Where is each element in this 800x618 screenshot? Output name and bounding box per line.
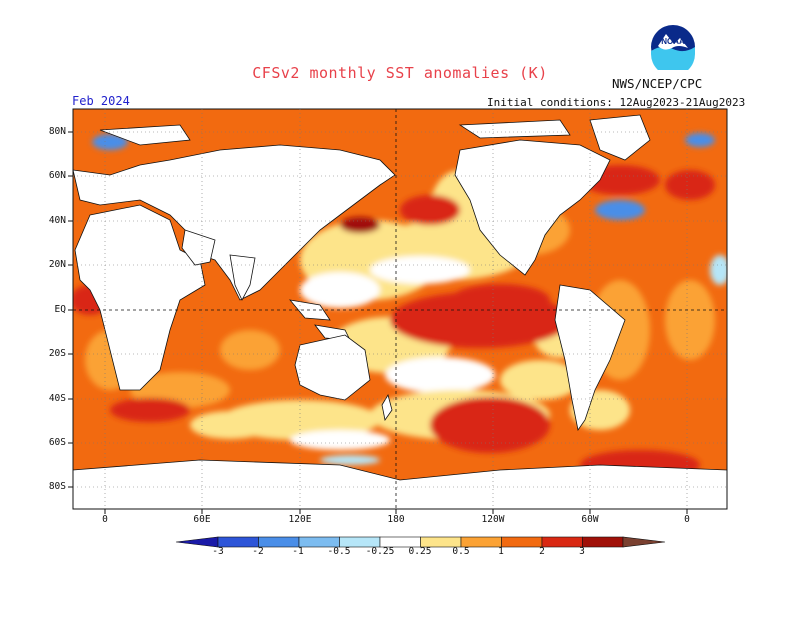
map-frame [72,108,728,510]
colorbar-tick-label: -0.5 [327,546,351,557]
lon-label: 60E [193,514,211,525]
colorbar-tick-label: -2 [252,546,264,557]
colorbar-tick-label: -0.25 [365,546,395,557]
lat-label: EQ [54,304,66,315]
svg-text:NOAA: NOAA [661,37,685,46]
agency-label: NWS/NCEP/CPC [612,76,703,91]
colorbar-tick-label: 0.5 [452,546,470,557]
equator-dateline [73,109,727,509]
map-title: CFSv2 monthly SST anomalies (K) [252,64,548,82]
lat-label: 60S [48,437,66,448]
lat-label: 40S [48,393,66,404]
forecast-month: Feb 2024 [72,94,130,108]
noaa-logo: NOAA [651,25,695,70]
colorbar-tick-label: 2 [539,546,545,557]
lon-label: 0 [684,514,690,525]
colorbar [175,536,666,548]
colorbar-tick-label: 0.25 [408,546,432,557]
lon-label: 120W [481,514,505,525]
lat-label: 40N [48,215,66,226]
lon-label: 120E [288,514,312,525]
lon-label: 0 [102,514,108,525]
lat-label: 80S [48,481,66,492]
anomaly-field [73,109,727,509]
colorbar-tick-label: 1 [498,546,504,557]
colorbar-tick-label: 3 [579,546,585,557]
lat-label: 20N [48,259,66,270]
graticule [73,109,727,509]
colorbar-tick-label: -1 [292,546,304,557]
initial-conditions: Initial conditions: 12Aug2023-21Aug2023 [487,96,746,109]
lat-label: 20S [48,348,66,359]
colorbar-tick-label: -3 [212,546,224,557]
colorbar-arrow-high [622,536,666,548]
lat-label: 60N [48,170,66,181]
lon-label: 180 [387,514,405,525]
lat-label: 80N [48,126,66,137]
lon-label: 60W [581,514,599,525]
